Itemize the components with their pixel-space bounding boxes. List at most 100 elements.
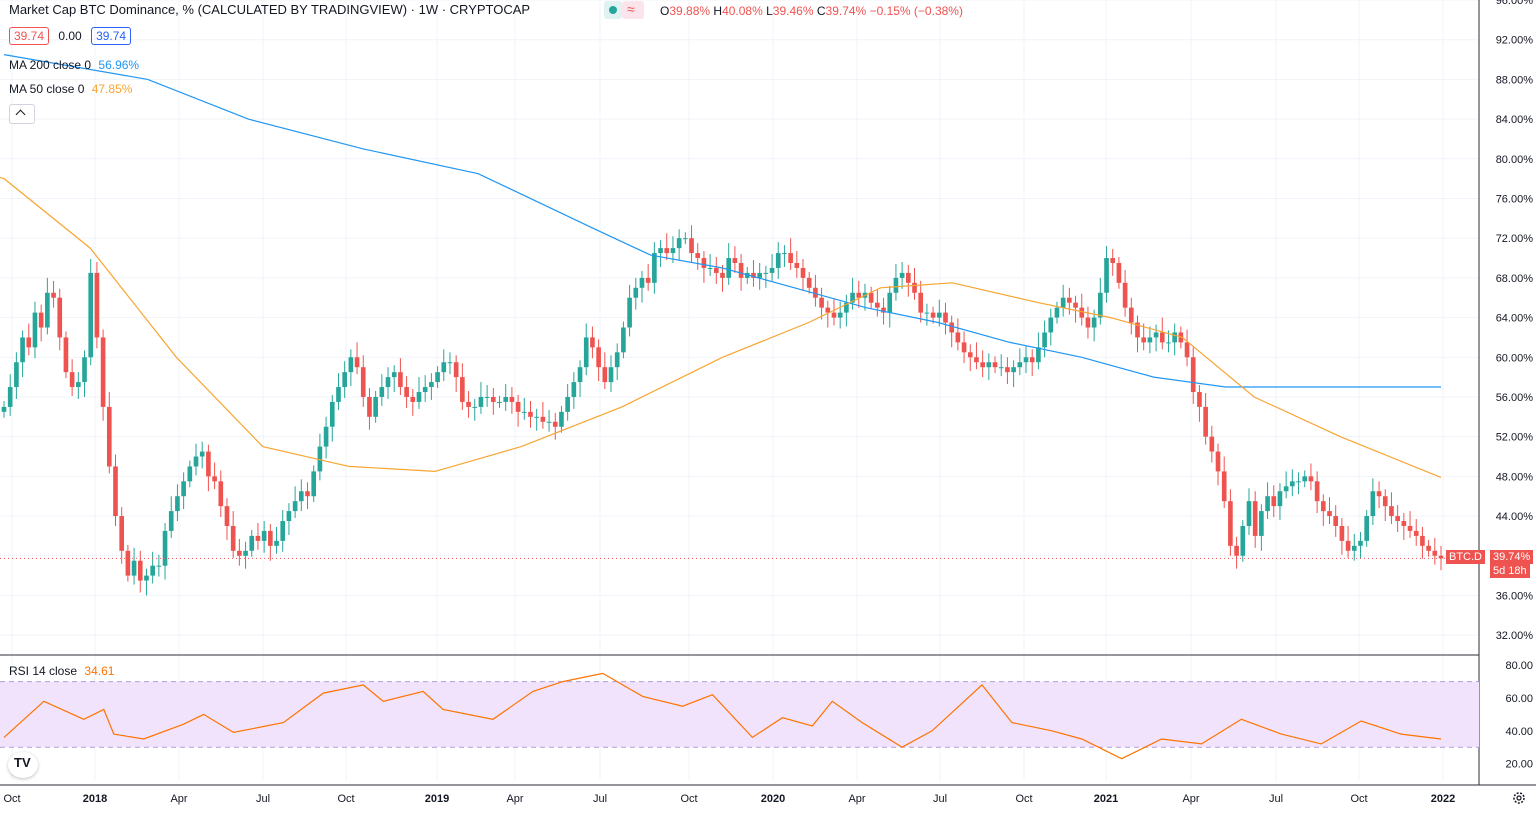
price-tick-label: 76.00% (1496, 193, 1534, 205)
candle-body (1060, 297, 1066, 308)
candle-body (125, 550, 131, 576)
time-tick-label: 2021 (1094, 793, 1118, 805)
candle-body (7, 387, 13, 407)
candle-body (775, 253, 781, 268)
candle-body (268, 530, 273, 546)
candle-body (410, 396, 416, 402)
ma200-legend[interactable]: MA 200 close 0 56.96% (9, 58, 139, 72)
candle-body (1197, 392, 1202, 407)
candle-body (782, 253, 787, 255)
candle-body (1376, 491, 1382, 497)
candle-body (1215, 451, 1221, 472)
candle-body (515, 401, 521, 412)
price-tick-label: 80.00% (1496, 154, 1534, 166)
candle-body (131, 560, 137, 576)
candle-body (119, 516, 125, 551)
candle-body (1067, 297, 1072, 303)
candle-body (1147, 337, 1153, 343)
candle-body (689, 238, 694, 254)
ask-box[interactable]: 39.74 (91, 27, 132, 45)
candle-body (224, 506, 230, 526)
price-tick-label: 84.00% (1496, 114, 1534, 126)
candle-body (1079, 307, 1085, 318)
candle-body (875, 302, 880, 308)
candle-body (391, 372, 397, 378)
candle-body (1042, 332, 1047, 348)
collapse-legend-button[interactable] (9, 104, 35, 124)
candle-body (113, 466, 118, 517)
rsi-value: 34.61 (84, 664, 115, 678)
candle-body (1252, 501, 1258, 536)
candle-body (354, 357, 360, 368)
candle-body (1413, 530, 1419, 536)
candle-body (974, 357, 979, 363)
candle-body (949, 322, 954, 333)
candle-body (1339, 525, 1345, 541)
ma50-legend[interactable]: MA 50 close 0 47.85% (9, 82, 132, 96)
candle-body (199, 451, 205, 457)
candle-body (1351, 545, 1357, 551)
settings-gear-icon[interactable] (1511, 790, 1527, 806)
candle-body (571, 382, 577, 397)
bar-countdown: 5d 18h (1490, 564, 1530, 578)
candle-body (404, 387, 409, 397)
candle-body (144, 575, 149, 581)
candle-body (769, 267, 775, 273)
candle-body (311, 471, 317, 497)
candle-body (1048, 317, 1054, 333)
candle-body (1029, 357, 1035, 363)
candle-body (360, 367, 366, 397)
candle-body (602, 367, 608, 383)
candle-body (472, 406, 478, 408)
candle-body (1259, 511, 1264, 536)
candle-body (676, 238, 682, 249)
candle-body (51, 292, 56, 298)
candle-body (806, 277, 812, 288)
candle-body (1153, 332, 1159, 338)
price-tick-label: 68.00% (1496, 273, 1534, 285)
time-tick-label: Jul (593, 793, 607, 805)
candle-body (484, 396, 490, 398)
candle-body (720, 272, 725, 278)
candle-body (930, 312, 936, 318)
candle-body (639, 277, 645, 288)
ma50-value: 47.85% (91, 82, 133, 96)
bid-box[interactable]: 39.74 (9, 27, 50, 45)
time-tick-label: 2019 (425, 793, 449, 805)
candle-body (491, 396, 496, 402)
candle-body (565, 396, 570, 412)
candle-body (422, 387, 428, 393)
change-value: −0.15% (−0.38%) (869, 4, 963, 18)
candle-body (936, 312, 942, 318)
candle-body (26, 337, 32, 348)
time-tick-label: Apr (848, 793, 865, 805)
low-label: L (766, 4, 773, 18)
candle-body (32, 312, 38, 348)
candle-body (621, 327, 626, 353)
time-tick-label: 2018 (83, 793, 107, 805)
price-tick-label: 60.00% (1496, 352, 1534, 364)
time-tick-label: Apr (1182, 793, 1199, 805)
candle-body (1104, 258, 1109, 293)
time-tick-label: Apr (506, 793, 523, 805)
ma50-line (0, 176, 1442, 478)
candle-body (1011, 367, 1016, 373)
candle-body (1128, 307, 1134, 323)
time-tick-label: Apr (170, 793, 187, 805)
visibility-toggle[interactable] (604, 1, 622, 19)
candle-body (1395, 516, 1400, 522)
candle-body (218, 481, 224, 507)
price-tick-label: 36.00% (1496, 590, 1534, 602)
candle-body (652, 253, 657, 283)
ma200-line (3, 54, 1441, 388)
candle-body (453, 362, 459, 378)
tradingview-logo[interactable]: TV (8, 752, 38, 778)
rsi-band (0, 681, 1479, 748)
candle-body (1327, 511, 1332, 517)
compare-toggle[interactable]: ≈ (622, 1, 644, 19)
candle-body (1054, 307, 1060, 318)
candle-body (1277, 491, 1283, 507)
candle-body (1221, 471, 1227, 502)
rsi-legend[interactable]: RSI 14 close 34.61 (9, 664, 114, 678)
